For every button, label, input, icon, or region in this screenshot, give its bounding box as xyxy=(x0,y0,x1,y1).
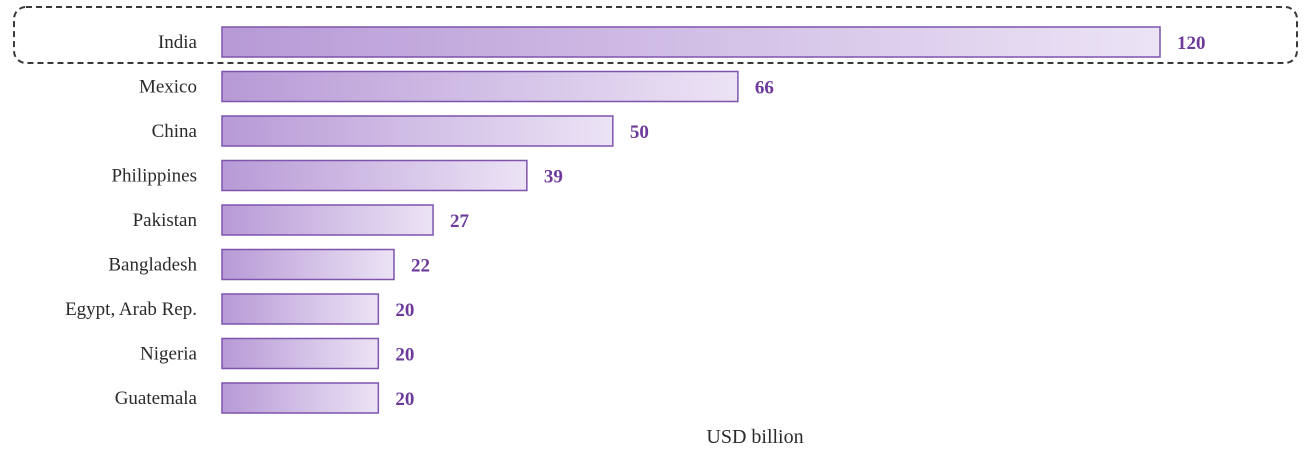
value-label: 20 xyxy=(395,389,414,410)
category-label: India xyxy=(158,32,198,53)
category-label: Guatemala xyxy=(115,388,198,409)
highlight-box xyxy=(13,6,1298,64)
bar xyxy=(221,159,528,192)
bar xyxy=(221,382,380,414)
category-label: Pakistan xyxy=(133,210,198,231)
category-label: Nigeria xyxy=(140,344,198,365)
value-label: 20 xyxy=(395,300,414,321)
bar xyxy=(221,337,380,370)
category-label: China xyxy=(152,121,198,142)
category-label: Bangladesh xyxy=(108,255,197,276)
category-label: Mexico xyxy=(139,77,197,98)
bar xyxy=(221,204,434,236)
bar xyxy=(221,248,395,281)
bars-group: India 120 Mexico 66 China 50 Philippines 39 Paki… xyxy=(65,26,1206,414)
value-label: 22 xyxy=(411,256,430,277)
bar xyxy=(221,293,380,325)
category-label: Philippines xyxy=(111,166,197,187)
bar xyxy=(221,115,614,147)
category-label: Egypt, Arab Rep. xyxy=(65,299,197,320)
value-label: 20 xyxy=(395,345,414,366)
value-label: 27 xyxy=(450,211,470,232)
bar xyxy=(221,70,739,103)
value-label: 66 xyxy=(755,78,774,99)
bar xyxy=(221,26,1161,58)
value-label: 50 xyxy=(630,122,649,143)
value-label: 39 xyxy=(544,167,563,188)
value-label: 120 xyxy=(1177,33,1206,54)
x-axis-title: USD billion xyxy=(706,426,803,448)
